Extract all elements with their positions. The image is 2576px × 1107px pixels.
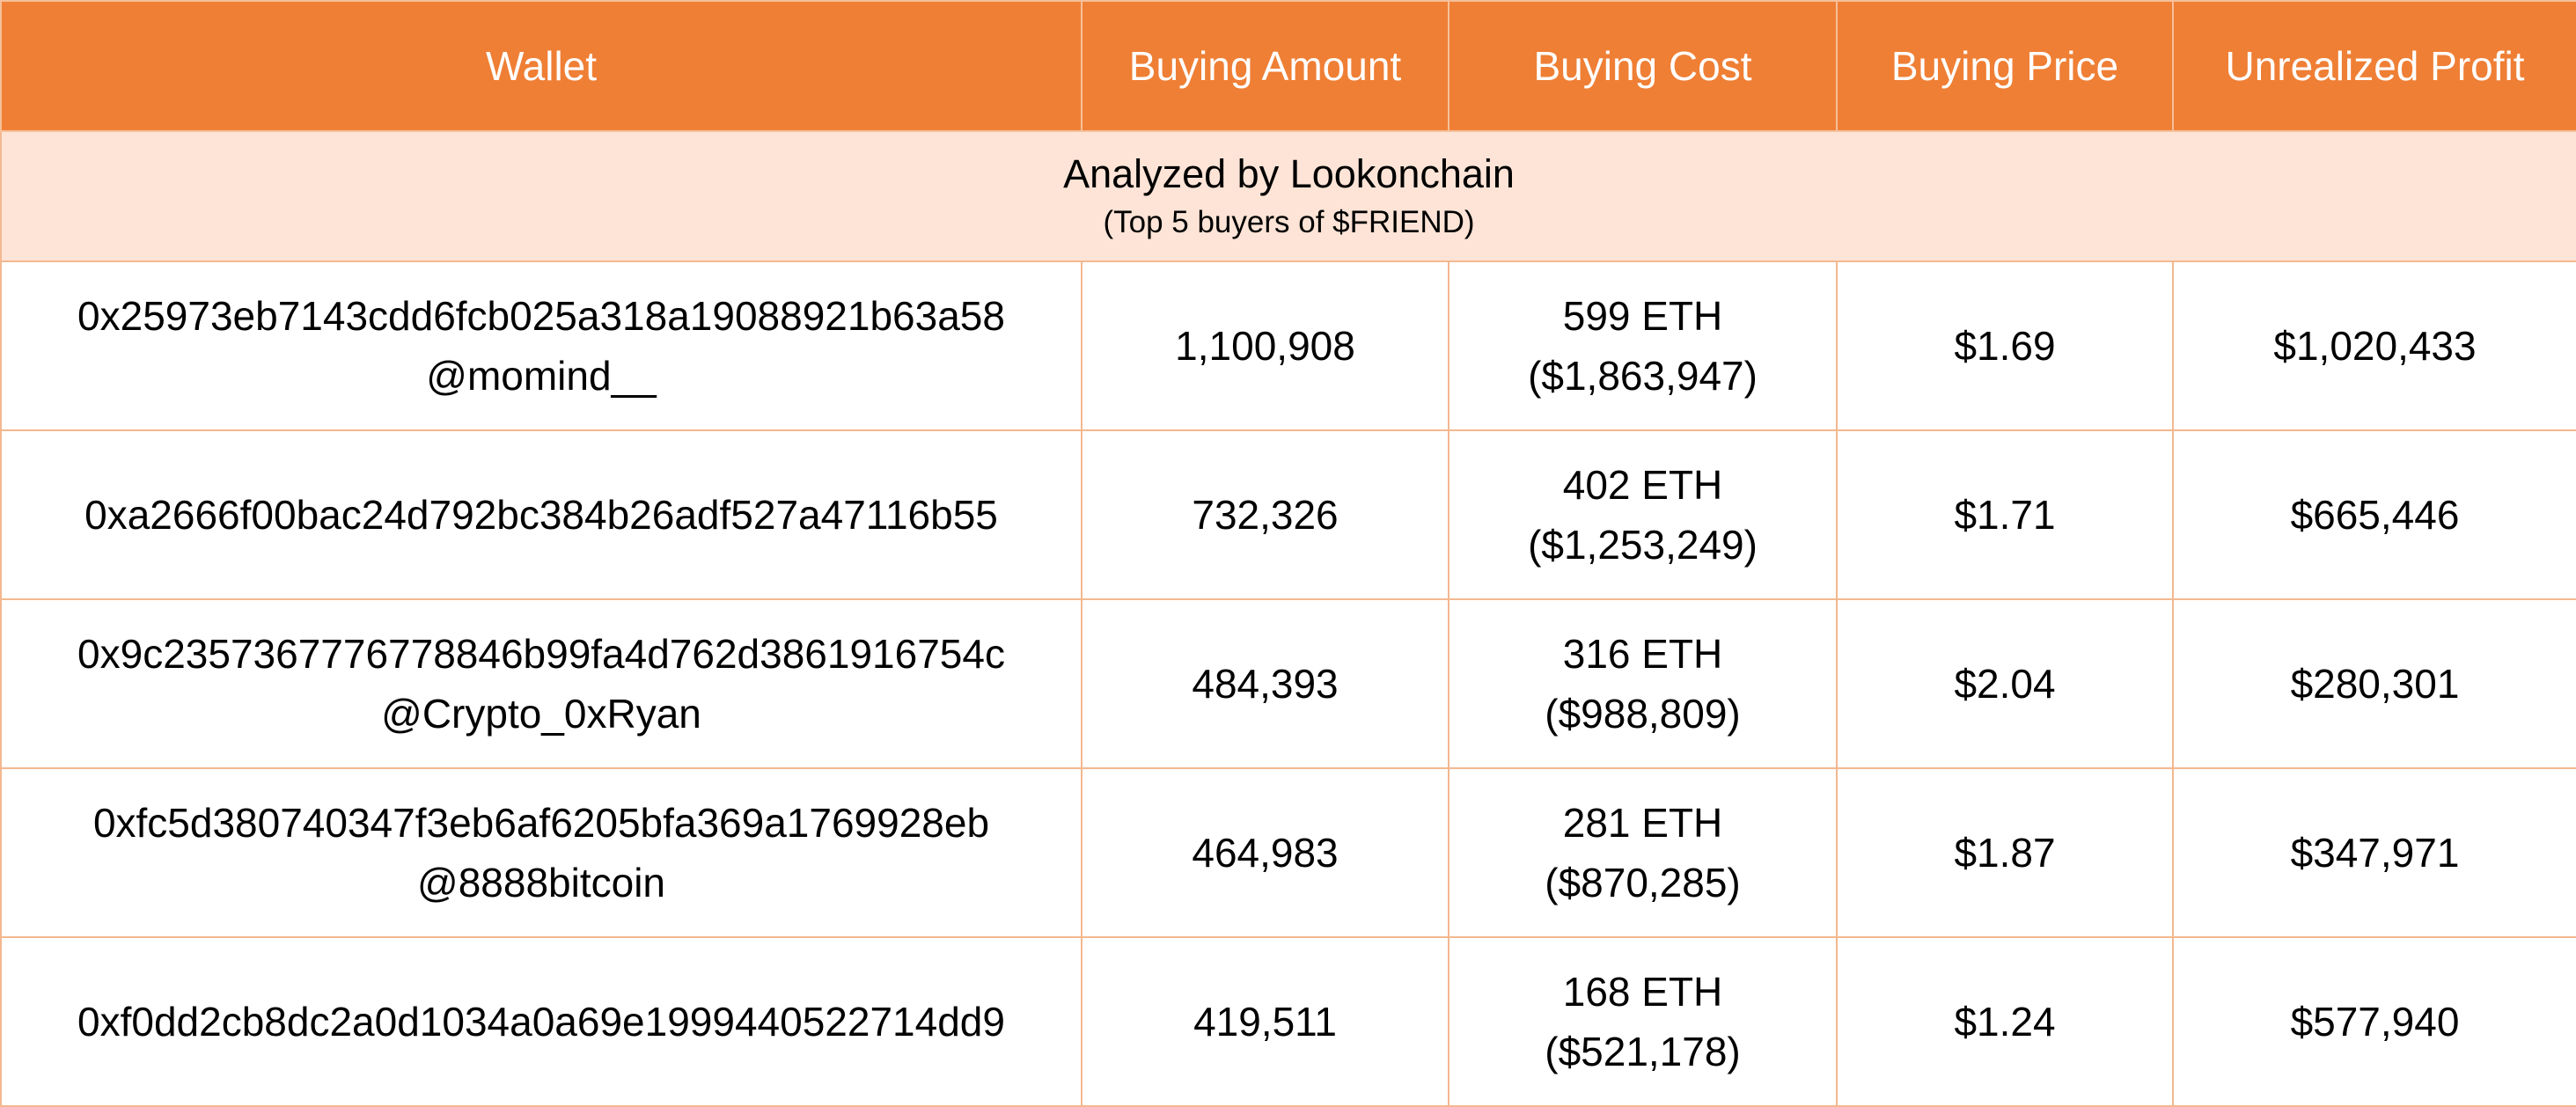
buying-price-cell: $2.04 bbox=[1836, 598, 2174, 769]
wallet-handle: @8888bitcoin bbox=[417, 860, 665, 905]
unrealized-profit-value: $1,020,433 bbox=[2273, 323, 2477, 369]
buying-amount-cell: 484,393 bbox=[1081, 598, 1449, 769]
unrealized-profit-cell: $1,020,433 bbox=[2172, 260, 2576, 431]
wallet-address: 0x9c2357367776778846b99fa4d762d386191675… bbox=[77, 631, 1005, 677]
buying-cost-cell: 316 ETH ($988,809) bbox=[1448, 598, 1838, 769]
buying-price-cell: $1.87 bbox=[1836, 767, 2174, 938]
header-row: Wallet Buying Amount Buying Cost Buying … bbox=[0, 0, 2576, 132]
unrealized-profit-value: $665,446 bbox=[2290, 492, 2460, 538]
table-row: 0xa2666f00bac24d792bc384b26adf527a47116b… bbox=[0, 429, 2576, 600]
buying-price-cell: $1.69 bbox=[1836, 260, 2174, 431]
buying-cost-eth: 281 ETH bbox=[1562, 800, 1723, 846]
unrealized-profit-value: $577,940 bbox=[2290, 999, 2460, 1045]
analyzed-by-label: Analyzed by Lookonchain bbox=[1063, 151, 1515, 196]
table-row: 0xf0dd2cb8dc2a0d1034a0a69e1999440522714d… bbox=[0, 936, 2576, 1107]
buying-cost-eth: 402 ETH bbox=[1562, 462, 1723, 508]
subheader-row: Analyzed by Lookonchain (Top 5 buyers of… bbox=[0, 130, 2576, 262]
unrealized-profit-value: $280,301 bbox=[2290, 661, 2460, 707]
buying-amount-value: 484,393 bbox=[1192, 661, 1339, 707]
buying-cost-usd: ($1,253,249) bbox=[1528, 522, 1758, 568]
buying-cost-cell: 168 ETH ($521,178) bbox=[1448, 936, 1838, 1107]
unrealized-profit-value: $347,971 bbox=[2290, 830, 2460, 876]
buying-price-cell: $1.71 bbox=[1836, 429, 2174, 600]
buying-cost-eth: 316 ETH bbox=[1562, 631, 1723, 677]
column-header-wallet: Wallet bbox=[0, 0, 1083, 132]
wallet-address: 0xa2666f00bac24d792bc384b26adf527a47116b… bbox=[84, 492, 998, 538]
buying-price-value: $1.87 bbox=[1954, 830, 2056, 876]
buying-cost-eth: 168 ETH bbox=[1562, 969, 1723, 1015]
wallet-address: 0x25973eb7143cdd6fcb025a318a19088921b63a… bbox=[77, 293, 1005, 339]
column-header-buying-cost: Buying Cost bbox=[1448, 0, 1838, 132]
subheader-cell: Analyzed by Lookonchain (Top 5 buyers of… bbox=[0, 130, 2576, 262]
unrealized-profit-cell: $577,940 bbox=[2172, 936, 2576, 1107]
buying-cost-usd: ($870,285) bbox=[1545, 860, 1741, 905]
wallet-cell: 0xf0dd2cb8dc2a0d1034a0a69e1999440522714d… bbox=[0, 936, 1083, 1107]
buying-price-value: $1.69 bbox=[1954, 323, 2056, 369]
table-body: Analyzed by Lookonchain (Top 5 buyers of… bbox=[0, 130, 2576, 1107]
wallet-cell: 0x25973eb7143cdd6fcb025a318a19088921b63a… bbox=[0, 260, 1083, 431]
buying-amount-cell: 1,100,908 bbox=[1081, 260, 1449, 431]
buying-cost-eth: 599 ETH bbox=[1562, 293, 1723, 339]
unrealized-profit-cell: $280,301 bbox=[2172, 598, 2576, 769]
column-header-buying-amount: Buying Amount bbox=[1081, 0, 1449, 132]
buying-price-value: $2.04 bbox=[1954, 661, 2056, 707]
wallet-address: 0xf0dd2cb8dc2a0d1034a0a69e1999440522714d… bbox=[77, 999, 1005, 1045]
buying-price-value: $1.24 bbox=[1954, 999, 2056, 1045]
column-header-unrealized-profit: Unrealized Profit bbox=[2172, 0, 2576, 132]
table-row: 0x25973eb7143cdd6fcb025a318a19088921b63a… bbox=[0, 260, 2576, 431]
buying-amount-value: 732,326 bbox=[1192, 492, 1339, 538]
table-header: Wallet Buying Amount Buying Cost Buying … bbox=[0, 0, 2576, 132]
buying-cost-cell: 402 ETH ($1,253,249) bbox=[1448, 429, 1838, 600]
column-header-buying-price: Buying Price bbox=[1836, 0, 2174, 132]
unrealized-profit-cell: $665,446 bbox=[2172, 429, 2576, 600]
buying-cost-usd: ($521,178) bbox=[1545, 1029, 1741, 1074]
wallet-cell: 0xfc5d380740347f3eb6af6205bfa369a1769928… bbox=[0, 767, 1083, 938]
buying-amount-value: 419,511 bbox=[1193, 999, 1337, 1045]
buying-cost-cell: 281 ETH ($870,285) bbox=[1448, 767, 1838, 938]
wallet-address: 0xfc5d380740347f3eb6af6205bfa369a1769928… bbox=[92, 800, 990, 846]
buying-cost-usd: ($988,809) bbox=[1545, 691, 1741, 737]
wallet-handle: @Crypto_0xRyan bbox=[381, 691, 701, 737]
wallet-cell: 0x9c2357367776778846b99fa4d762d386191675… bbox=[0, 598, 1083, 769]
buying-price-cell: $1.24 bbox=[1836, 936, 2174, 1107]
unrealized-profit-cell: $347,971 bbox=[2172, 767, 2576, 938]
wallet-handle: @momind__ bbox=[426, 353, 657, 399]
buying-cost-cell: 599 ETH ($1,863,947) bbox=[1448, 260, 1838, 431]
wallet-cell: 0xa2666f00bac24d792bc384b26adf527a47116b… bbox=[0, 429, 1083, 600]
buying-amount-value: 464,983 bbox=[1192, 830, 1339, 876]
buying-amount-cell: 732,326 bbox=[1081, 429, 1449, 600]
buying-amount-cell: 419,511 bbox=[1081, 936, 1449, 1107]
buying-amount-value: 1,100,908 bbox=[1175, 323, 1355, 369]
table-row: 0x9c2357367776778846b99fa4d762d386191675… bbox=[0, 598, 2576, 769]
top-buyers-note: (Top 5 buyers of $FRIEND) bbox=[1103, 205, 1475, 239]
table-row: 0xfc5d380740347f3eb6af6205bfa369a1769928… bbox=[0, 767, 2576, 938]
buying-cost-usd: ($1,863,947) bbox=[1528, 353, 1758, 399]
buying-price-value: $1.71 bbox=[1954, 492, 2056, 538]
buying-amount-cell: 464,983 bbox=[1081, 767, 1449, 938]
